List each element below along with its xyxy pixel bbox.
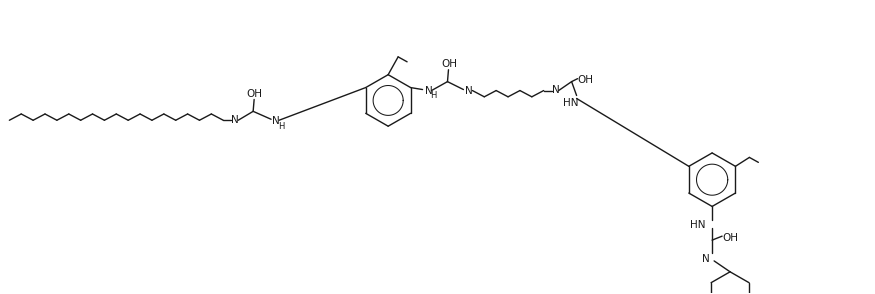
Text: N: N: [552, 85, 559, 95]
Text: H: H: [430, 91, 437, 100]
Text: OH: OH: [722, 233, 738, 243]
Text: N: N: [231, 115, 239, 125]
Text: N: N: [424, 86, 432, 96]
Text: HN: HN: [563, 98, 578, 108]
Text: OH: OH: [578, 75, 593, 85]
Text: N: N: [465, 86, 472, 96]
Text: OH: OH: [246, 88, 262, 98]
Text: H: H: [278, 122, 284, 131]
Text: HN: HN: [690, 220, 706, 230]
Text: N: N: [272, 116, 280, 126]
Text: N: N: [703, 254, 710, 264]
Text: OH: OH: [442, 59, 458, 69]
